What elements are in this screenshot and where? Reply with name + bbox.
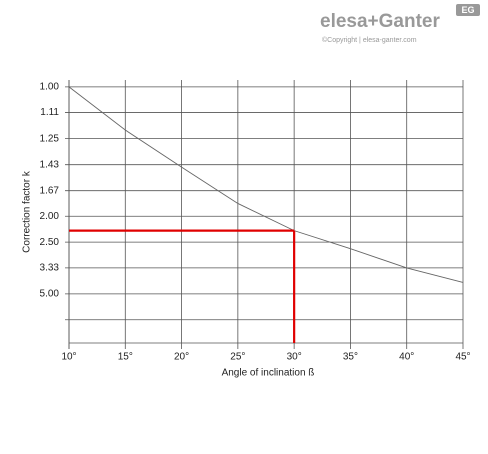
x-tick-label: 25° (230, 352, 245, 363)
brand-name: elesa+Ganter (320, 11, 440, 32)
y-tick-label: 2.50 (40, 237, 60, 248)
y-tick-label: 3.33 (40, 263, 60, 274)
y-tick-label: 1.11 (40, 107, 59, 118)
logo: elesa+Ganter EG ©Copyright | elesa-gante… (320, 4, 480, 44)
x-tick-label: 30° (287, 352, 302, 363)
x-tick-label: 35° (343, 352, 358, 363)
y-tick-label: 1.43 (40, 159, 60, 170)
x-tick-label: 45° (455, 352, 470, 363)
copyright: ©Copyright | elesa-ganter.com (322, 36, 417, 44)
badge-bg (456, 4, 480, 16)
y-tick-label: 5.00 (40, 288, 60, 299)
x-axis-label: Angle of inclination ß (222, 368, 315, 379)
x-tick-label: 15° (118, 352, 133, 363)
x-tick-label: 10° (61, 352, 76, 363)
curve (68, 86, 464, 283)
y-axis-label: Correction factor k (22, 170, 33, 253)
y-tick-label: 1.00 (40, 82, 60, 93)
y-tick-label: 1.67 (40, 185, 60, 196)
x-tick-label: 20° (174, 352, 189, 363)
y-tick-label: 1.25 (40, 133, 60, 144)
x-tick-label: 40° (399, 352, 414, 363)
y-tick-label: 2.00 (40, 211, 60, 222)
badge: EG (461, 5, 474, 15)
